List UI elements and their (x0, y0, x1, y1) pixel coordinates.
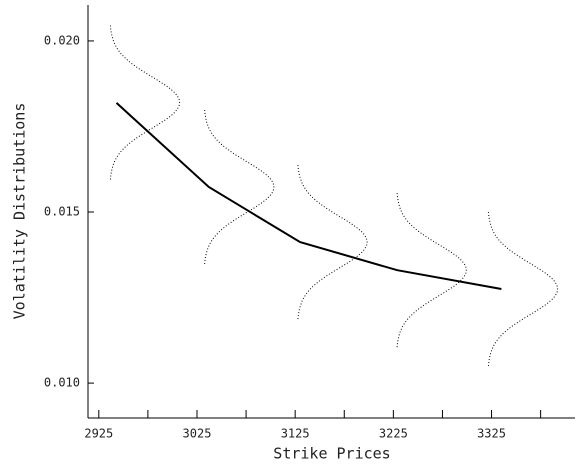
distribution-curve (204, 109, 275, 265)
x-axis-title: Strike Prices (273, 445, 390, 463)
distribution-curve (487, 211, 559, 367)
x-tick-label: 3125 (281, 427, 310, 441)
series-line (115, 102, 502, 290)
y-tick-label: 0.010 (44, 376, 80, 390)
y-tick-label: 0.020 (44, 33, 80, 47)
x-tick-label: 3325 (477, 427, 506, 441)
distribution-curve (109, 25, 181, 180)
distribution-curve (297, 165, 368, 320)
y-tick-label: 0.015 (44, 205, 80, 219)
y-axis-title: Volatility Distributions (11, 103, 29, 320)
x-tick-label: 3225 (379, 427, 408, 441)
x-tick-label: 3025 (183, 427, 212, 441)
x-tick-label: 2925 (84, 427, 113, 441)
distribution-curve (396, 193, 467, 348)
